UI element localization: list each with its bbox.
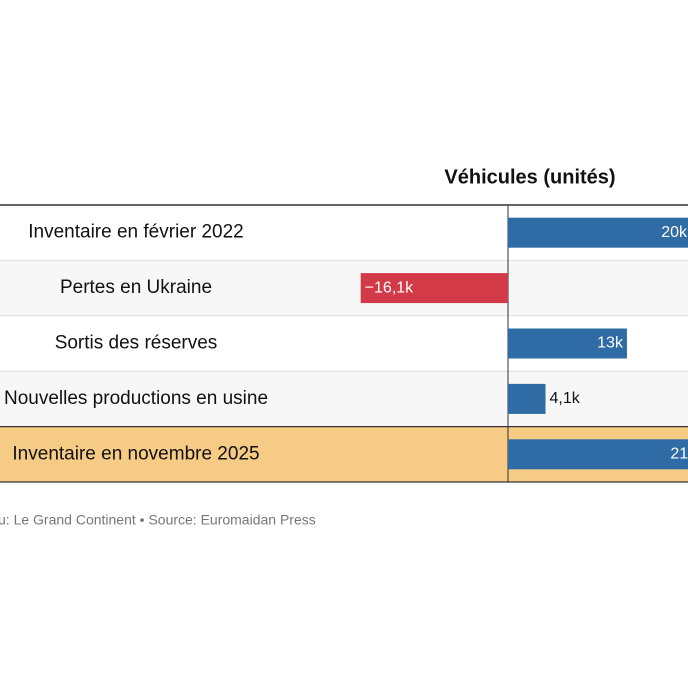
bar (508, 383, 546, 414)
value-label: 20k (661, 224, 688, 241)
bar (508, 439, 688, 470)
value-label: −16,1k (365, 279, 414, 296)
bar (508, 328, 627, 359)
chart-title: Véhicules (unités) (444, 166, 615, 188)
value-label: 21k (670, 446, 688, 463)
row-label: Inventaire en février 2022 (28, 222, 243, 243)
row-label: Sortis des réserves (55, 333, 218, 354)
row-label: Pertes en Ukraine (60, 277, 212, 298)
row-background (0, 260, 688, 316)
bar (360, 273, 508, 304)
value-label: 13k (597, 335, 624, 352)
bar (508, 217, 688, 248)
value-label: 4,1k (550, 390, 581, 407)
footer: u: Le Grand Continent • Source: Euromaid… (0, 512, 316, 528)
row-label: Nouvelles productions en usine (4, 388, 268, 409)
row-label: Inventaire en novembre 2025 (12, 443, 259, 464)
row-background (0, 371, 688, 427)
